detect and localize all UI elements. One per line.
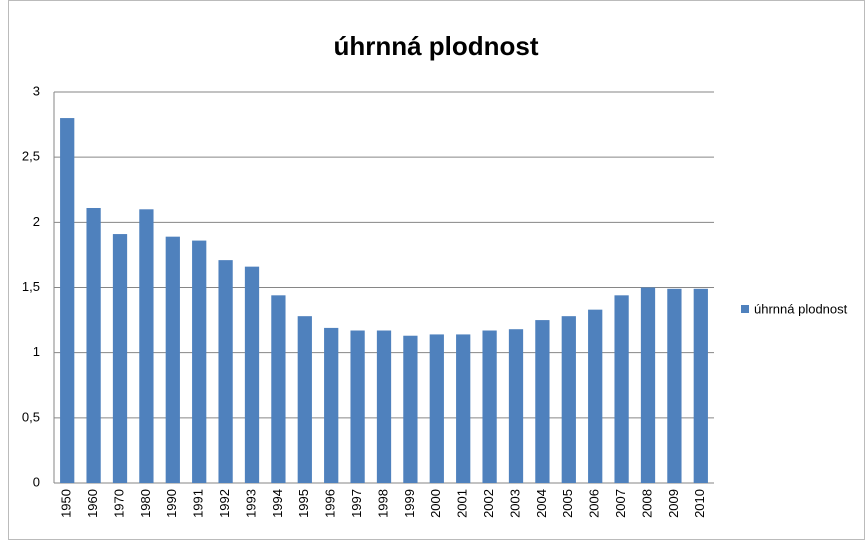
legend-swatch: [741, 305, 749, 313]
y-tick-label: 2,5: [22, 149, 40, 164]
x-tick-label: 2008: [639, 489, 654, 518]
x-tick-label: 2007: [613, 489, 628, 518]
bar: [60, 118, 75, 484]
x-tick-label: 1970: [111, 489, 126, 518]
bar: [86, 207, 101, 483]
bar: [192, 240, 207, 483]
x-tick-label: 1992: [217, 489, 232, 518]
bar: [640, 287, 656, 483]
x-tick-label: 1997: [349, 489, 364, 518]
bar: [218, 260, 233, 483]
x-tick-label: 2004: [534, 489, 549, 518]
y-tick-label: 2: [33, 214, 40, 229]
y-tick-label: 0,5: [22, 409, 40, 424]
x-tick-label: 1980: [138, 489, 153, 518]
y-tick-label: 3: [33, 83, 40, 98]
x-tick-label: 1990: [164, 489, 179, 518]
bar: [561, 316, 576, 483]
x-tick-label: 2009: [666, 489, 681, 518]
y-tick-label: 1: [33, 344, 40, 359]
x-tick-label: 2003: [507, 489, 522, 518]
x-tick-label: 1991: [191, 489, 206, 518]
bar: [693, 288, 708, 483]
x-tick-label: 1999: [402, 489, 417, 518]
bar: [614, 295, 629, 483]
bar: [508, 329, 524, 483]
x-tick-label: 2002: [481, 489, 496, 518]
x-tick-label: 1995: [296, 489, 311, 518]
x-tick-label: 1950: [59, 489, 74, 518]
x-tick-label: 2005: [560, 489, 575, 518]
x-tick-label: 2001: [455, 489, 470, 518]
x-tick-label: 2000: [428, 489, 443, 518]
bar: [165, 236, 180, 483]
y-tick-label: 0: [33, 474, 40, 489]
bar: [667, 288, 682, 483]
x-tick-label: 1994: [270, 489, 285, 518]
bar: [350, 330, 365, 483]
legend-label: úhrnná plodnost: [754, 301, 848, 316]
x-tick-label: 1996: [323, 489, 338, 518]
bar: [244, 266, 260, 483]
x-tick-label: 1993: [243, 489, 258, 518]
x-tick-label: 2006: [587, 489, 602, 518]
chart-title: úhrnná plodnost: [333, 31, 538, 61]
bar: [297, 316, 312, 483]
bar: [139, 209, 154, 484]
bar: [456, 334, 471, 483]
bar: [403, 335, 418, 483]
bar: [271, 295, 286, 483]
bar: [376, 330, 392, 483]
bar: [429, 334, 444, 483]
x-tick-label: 1960: [85, 489, 100, 518]
bar: [535, 320, 550, 483]
x-tick-label: 2010: [692, 489, 707, 518]
x-tick-label: 1998: [375, 489, 390, 518]
y-tick-label: 1,5: [22, 279, 40, 294]
bar: [324, 327, 339, 483]
bar: [482, 330, 497, 483]
bar: [588, 309, 603, 483]
bar: [112, 234, 128, 483]
